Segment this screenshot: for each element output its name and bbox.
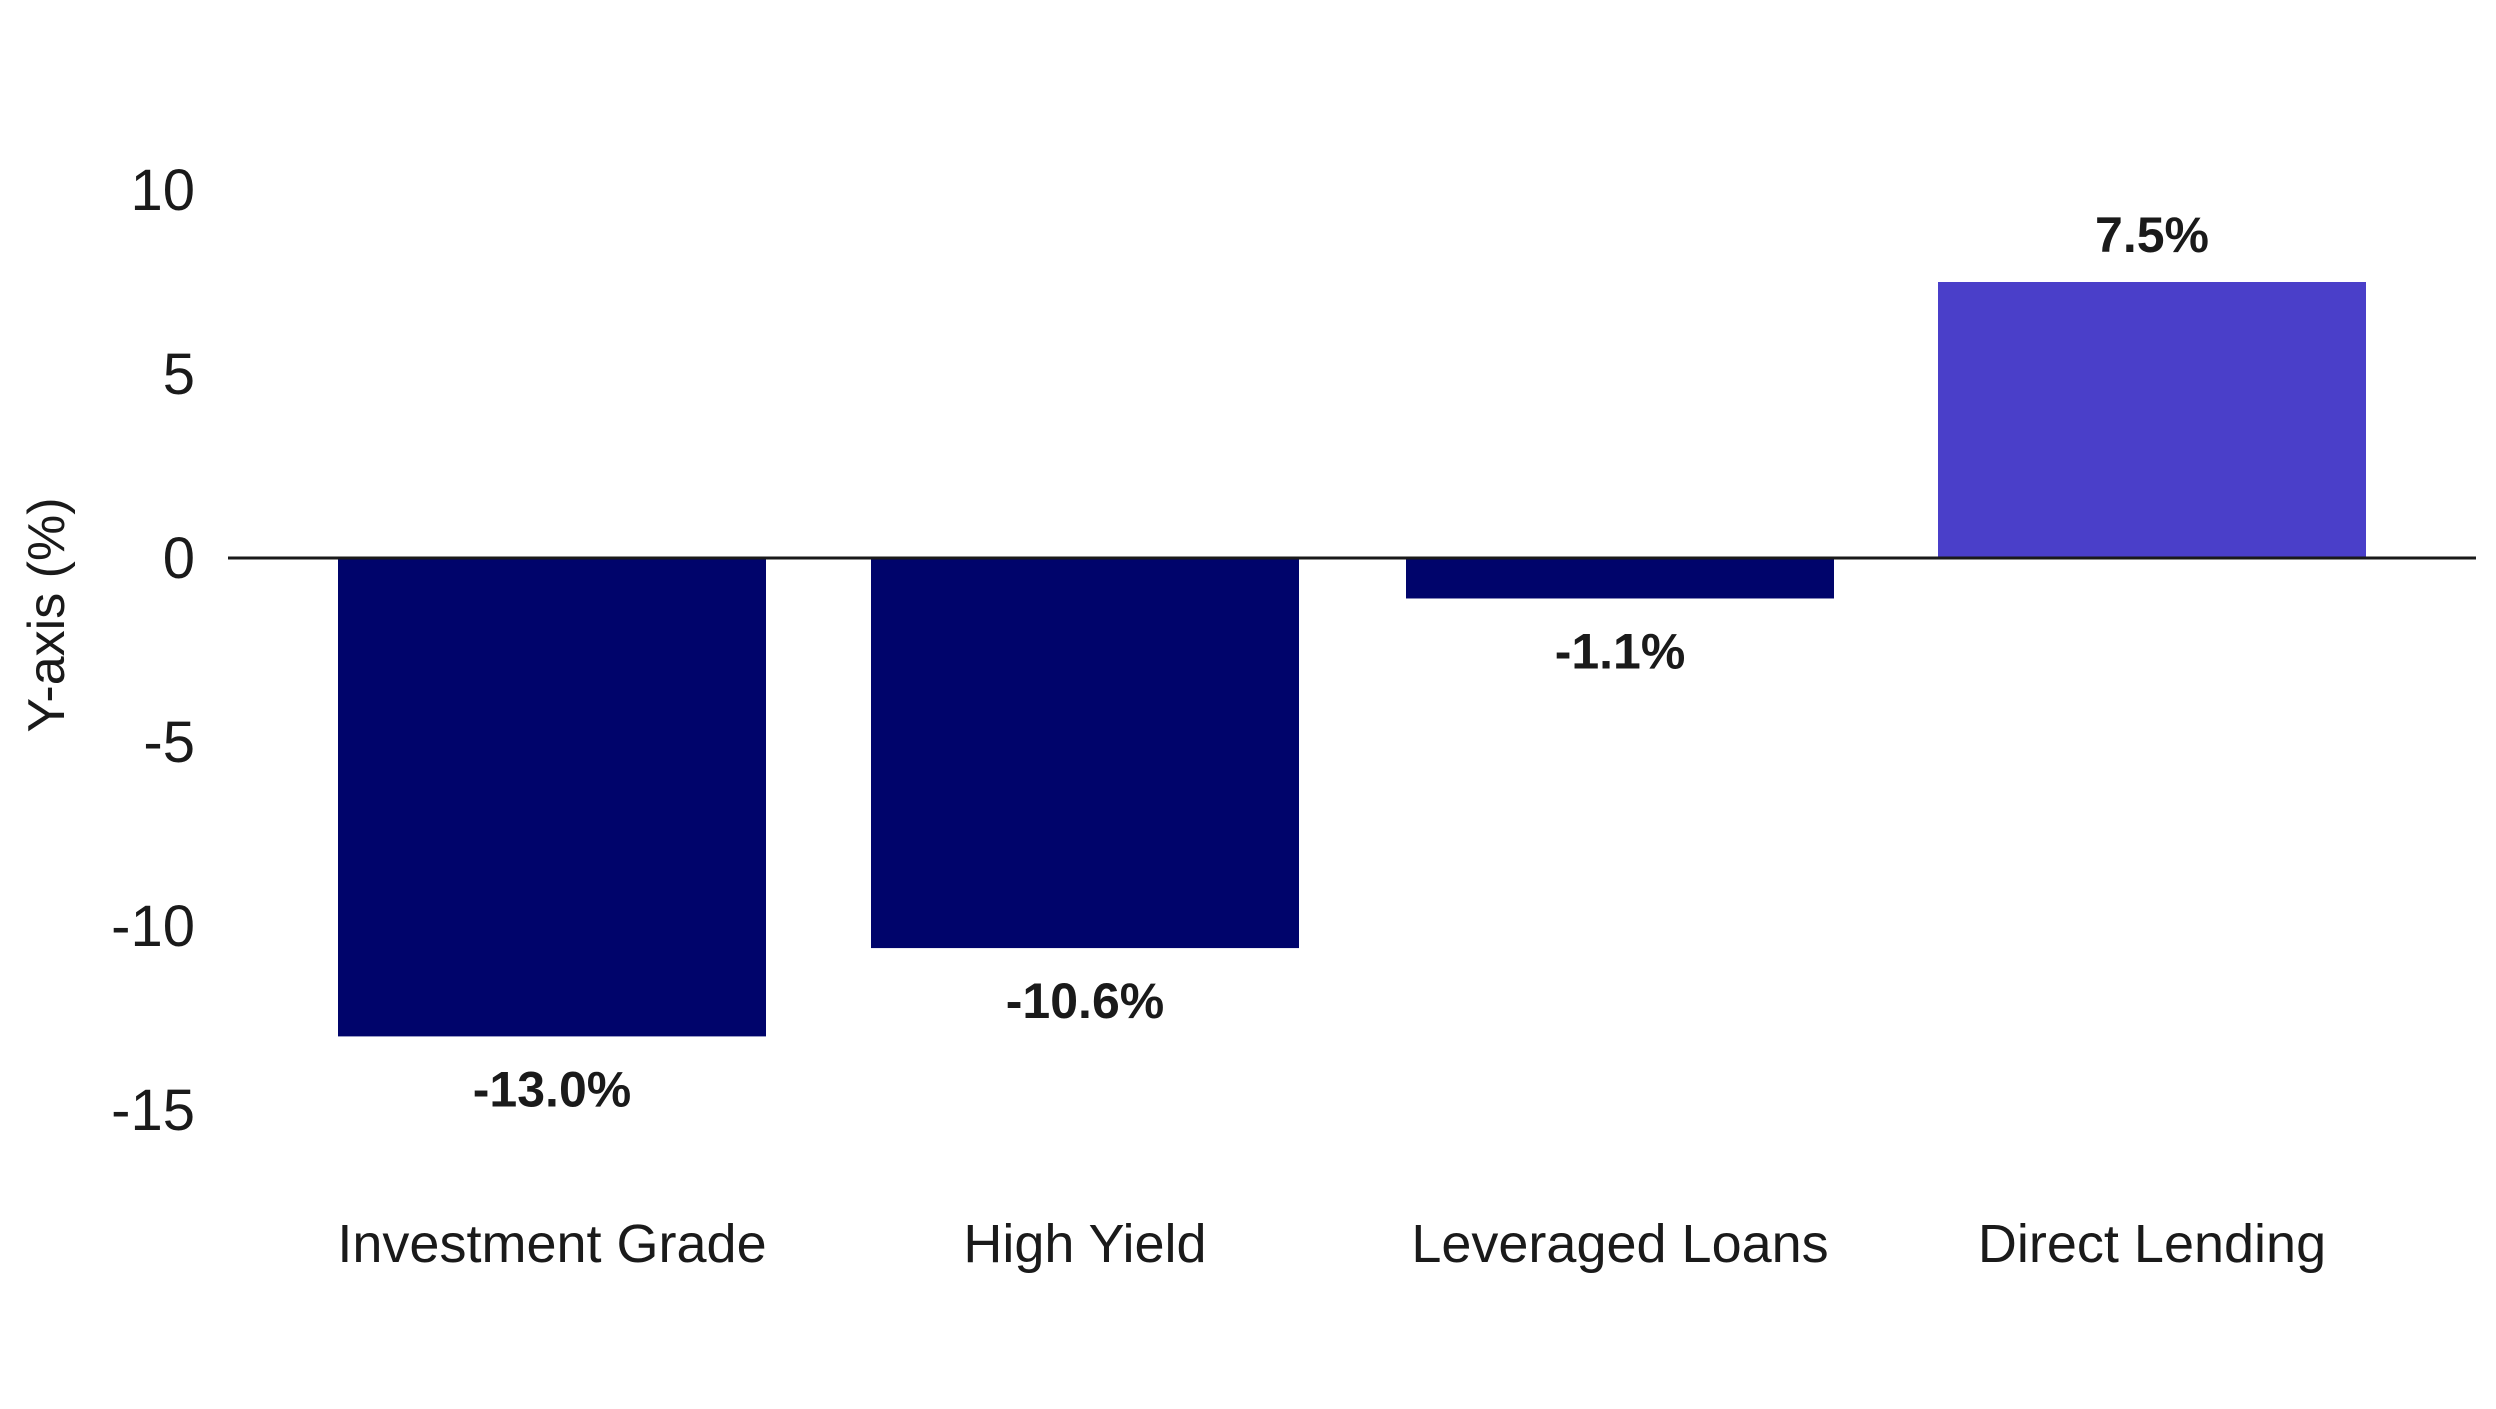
category-label: Direct Lending: [1978, 1214, 2326, 1274]
bars: [338, 282, 2366, 1037]
bar-value-label: 7.5%: [2095, 207, 2209, 263]
y-axis-title: Y-axis (%): [18, 497, 76, 732]
y-tick-label: 10: [130, 158, 195, 223]
y-tick-label: -10: [111, 894, 195, 959]
category-label: Investment Grade: [337, 1214, 766, 1274]
y-tick-label: 5: [163, 342, 195, 407]
bar: [871, 558, 1299, 949]
category-label: High Yield: [963, 1214, 1206, 1274]
bar-value-label: -13.0%: [473, 1061, 631, 1117]
y-tick-label: 0: [163, 526, 195, 591]
bar-value-label: -1.1%: [1555, 623, 1686, 679]
y-tick-label: -15: [111, 1078, 195, 1143]
y-axis-ticks: 10 5 0 -5 -10 -15: [111, 158, 195, 1143]
data-labels: -13.0% -10.6% -1.1% 7.5%: [473, 207, 2209, 1117]
bar: [1938, 282, 2366, 558]
category-labels: Investment Grade High Yield Leveraged Loan…: [337, 1214, 2326, 1274]
category-label: Leveraged Loans: [1411, 1214, 1828, 1274]
bar: [1406, 558, 1834, 599]
bar: [338, 558, 766, 1037]
y-tick-label: -5: [143, 710, 195, 775]
bar-value-label: -10.6%: [1006, 973, 1164, 1029]
